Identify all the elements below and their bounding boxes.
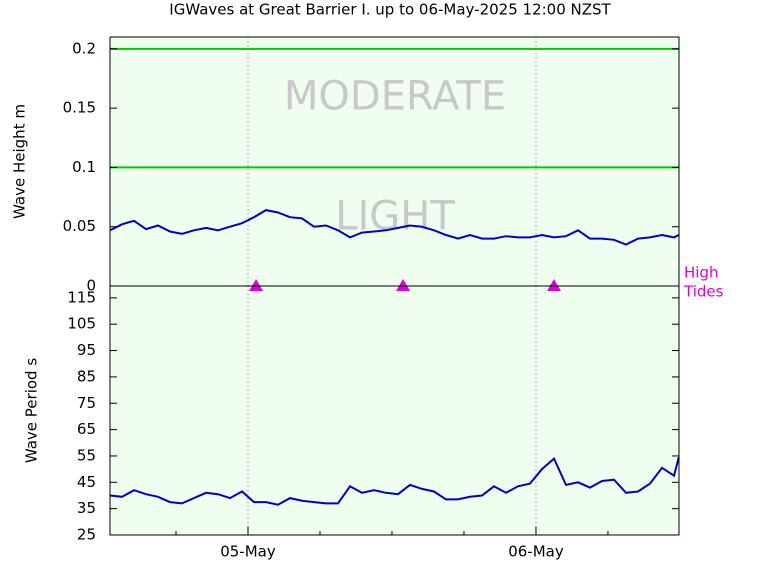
y-tick-label: 25	[77, 526, 96, 544]
y-axis-label: Wave Height m	[11, 104, 29, 219]
y-tick-label: 75	[77, 394, 96, 412]
y-tick-label: 55	[77, 446, 96, 464]
y-tick-label: 115	[67, 288, 96, 306]
high-tide-marker	[396, 279, 411, 291]
y-tick-label: 0.2	[72, 39, 96, 57]
data-line	[109, 456, 680, 506]
y-tick-label: 0.05	[63, 217, 96, 235]
y-tick-label: 45	[77, 473, 96, 491]
y-tick-label: 105	[67, 315, 96, 333]
x-tick-label: 06-May	[508, 543, 564, 561]
zone-label: MODERATE	[284, 74, 506, 120]
chart-title: IGWaves at Great Barrier I. up to 06-May…	[169, 1, 611, 19]
data-line	[109, 209, 680, 246]
high-tides-label: High	[684, 264, 718, 282]
high-tides-label: Tides	[683, 283, 724, 301]
y-tick-label: 85	[77, 367, 96, 385]
y-tick-label: 0.1	[72, 158, 96, 176]
x-tick-label: 05-May	[220, 543, 276, 561]
y-tick-label: 65	[77, 420, 96, 438]
y-tick-label: 35	[77, 499, 96, 517]
y-tick-label: 0.15	[63, 99, 96, 117]
plot-frame	[109, 285, 680, 536]
y-axis-label: Wave Period s	[23, 358, 41, 463]
y-tick-label: 95	[77, 341, 96, 359]
high-tide-marker	[546, 279, 561, 291]
y-tick-label: 0	[86, 277, 96, 295]
high-tide-marker	[249, 279, 264, 291]
